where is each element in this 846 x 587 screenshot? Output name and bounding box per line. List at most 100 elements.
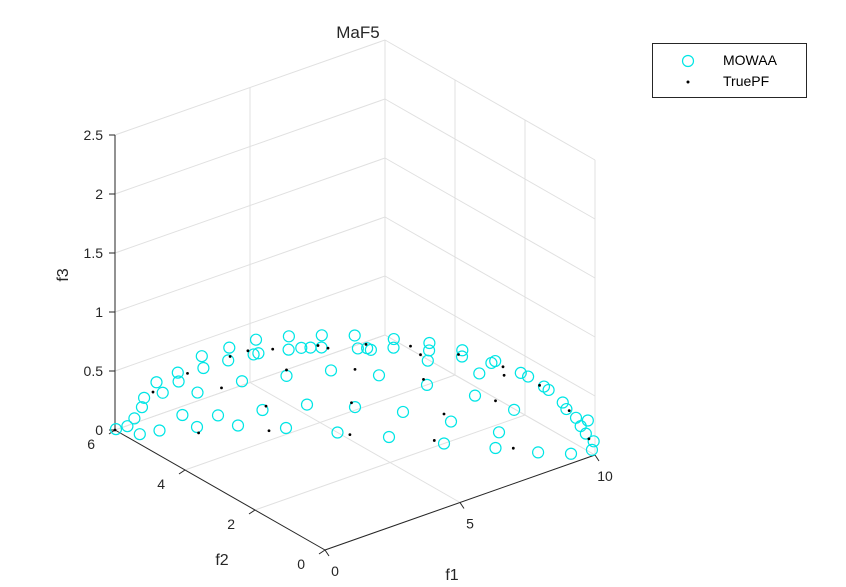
truepf-point (197, 431, 201, 435)
y-tick-label: 2 (227, 516, 235, 532)
mowaa-point (531, 446, 545, 459)
legend: MOWAA TruePF (652, 43, 807, 98)
z-tick-label: 1.5 (84, 245, 104, 261)
mowaa-point (456, 344, 469, 357)
grid-line (384, 334, 596, 456)
mowaa-point (128, 412, 141, 425)
mowaa-point (135, 401, 149, 414)
truepf-point (350, 401, 353, 405)
mowaa-point (468, 389, 482, 402)
mowaa-point (256, 403, 269, 417)
grid-line (384, 216, 596, 338)
truepf-point (316, 344, 320, 347)
z-tick-label: 2.5 (84, 127, 104, 143)
truepf-point (511, 446, 515, 450)
mowaa-point (473, 367, 486, 380)
mowaa-point (574, 420, 587, 433)
mowaa-point (489, 354, 502, 368)
chart-title: MaF5 (336, 23, 379, 42)
truepf-point (228, 355, 232, 358)
mowaa-point (176, 408, 189, 422)
truepf-point (151, 390, 155, 394)
mowaa-point (300, 398, 314, 411)
y-tick (318, 549, 326, 555)
mowaa-point (542, 383, 555, 397)
mowaa-point (581, 414, 594, 427)
mowaa-point (382, 430, 396, 444)
mowaa-point (348, 401, 362, 414)
truepf-point (220, 386, 223, 390)
legend-label-truepf: TruePF (723, 73, 770, 89)
mowaa-point (195, 350, 208, 363)
truepf-point (432, 439, 436, 442)
data-marks (109, 329, 600, 460)
z-axis-label: f3 (55, 268, 72, 281)
mowaa-point (492, 426, 506, 439)
mowaa-point (585, 443, 599, 456)
y-tick-label: 0 (297, 556, 305, 572)
mowaa-point (387, 341, 400, 354)
x-tick (594, 454, 600, 462)
grid-line (384, 275, 596, 397)
x-tick-label: 5 (466, 516, 474, 532)
truepf-point (348, 433, 352, 436)
mowaa-point (560, 402, 573, 416)
mowaa-point (396, 405, 410, 419)
mowaa-point (191, 386, 204, 399)
x-tick (324, 549, 330, 557)
mowaa-point (138, 391, 151, 404)
mowaa-point (507, 403, 521, 416)
z-tick-label: 2 (95, 186, 103, 202)
mowaa-point (247, 348, 260, 361)
mowaa-point (324, 364, 338, 377)
mowaa-point (587, 435, 600, 448)
mowaa-point (521, 370, 535, 383)
mowaa-point (156, 386, 169, 399)
mowaa-point (235, 375, 249, 388)
mowaa-point (569, 411, 583, 424)
truepf-point (267, 429, 271, 433)
truepf-point (285, 368, 288, 372)
x-tick (459, 502, 465, 509)
mowaa-point (133, 428, 146, 441)
truepf-point (353, 367, 357, 371)
y-axis-label: f2 (215, 552, 228, 569)
mowaa-point (455, 350, 469, 363)
mowaa-point (223, 341, 236, 354)
mowaa-point (109, 423, 123, 436)
truepf-point (364, 343, 368, 346)
y-tick (248, 509, 256, 515)
truepf-point (494, 399, 497, 403)
mowaa-point (231, 419, 245, 432)
mowaa-point (282, 343, 295, 356)
mowaa-point (211, 409, 225, 422)
grid-lines (114, 39, 596, 551)
grid-line (114, 334, 386, 431)
y-tick (178, 469, 186, 475)
mowaa-point (556, 396, 569, 409)
x-tick-label: 0 (331, 563, 339, 579)
z-tick-label: 0 (95, 422, 103, 438)
open-circle-marker-icon (681, 54, 695, 68)
truepf-point (501, 365, 505, 369)
y-tick-label: 6 (87, 436, 95, 452)
truepf-point (113, 428, 117, 432)
mowaa-point (172, 375, 185, 388)
mowaa-point (150, 376, 163, 389)
y-axis-line (114, 429, 326, 551)
truepf-point (246, 349, 250, 353)
mowaa-point (295, 341, 308, 354)
mowaa-point (351, 342, 364, 355)
mowaa-point (222, 354, 235, 367)
truepf-point (186, 371, 189, 375)
mowaa-point (372, 369, 386, 382)
x-tick-label: 10 (597, 468, 613, 484)
truepf-point (409, 344, 412, 348)
truepf-point (567, 409, 571, 413)
grid-line (249, 382, 461, 503)
y-tick-label: 4 (157, 476, 165, 492)
mowaa-point (171, 366, 184, 379)
mowaa-point (282, 330, 295, 343)
truepf-point (442, 412, 446, 416)
